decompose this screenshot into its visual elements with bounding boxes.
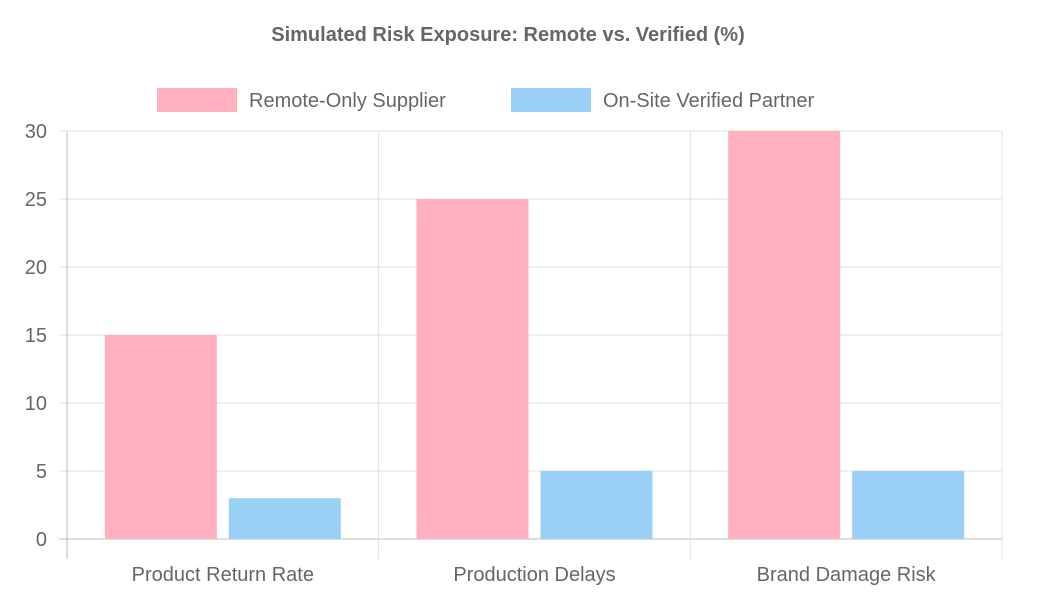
legend-label: Remote-Only Supplier (249, 90, 446, 112)
bar-verified (852, 471, 965, 539)
legend: Remote-Only Supplier On-Site Verified Par… (157, 88, 815, 112)
x-tick-label: Product Return Rate (132, 564, 314, 586)
bar-verified (540, 471, 653, 539)
y-tick-label: 20 (25, 257, 47, 279)
legend-swatch (157, 88, 237, 112)
bar-remote (416, 199, 529, 539)
x-tick-label: Production Delays (453, 564, 615, 586)
tick-labels: 0 5 10 15 20 25 30 Product Return Rate Productio… (25, 121, 937, 586)
bar-verified (228, 498, 341, 539)
legend-swatch (511, 88, 591, 112)
legend-label: On-Site Verified Partner (603, 90, 815, 112)
y-tick-label: 5 (36, 461, 47, 483)
x-tick-label: Brand Damage Risk (757, 564, 937, 586)
bars (104, 131, 965, 539)
y-tick-label: 25 (25, 189, 47, 211)
bar-remote (728, 131, 841, 539)
y-tick-label: 0 (36, 529, 47, 551)
chart-title: Simulated Risk Exposure: Remote vs. Veri… (271, 24, 744, 46)
y-tick-label: 15 (25, 325, 47, 347)
y-tick-label: 10 (25, 393, 47, 415)
y-tick-label: 30 (25, 121, 47, 143)
bar-remote (104, 335, 217, 539)
